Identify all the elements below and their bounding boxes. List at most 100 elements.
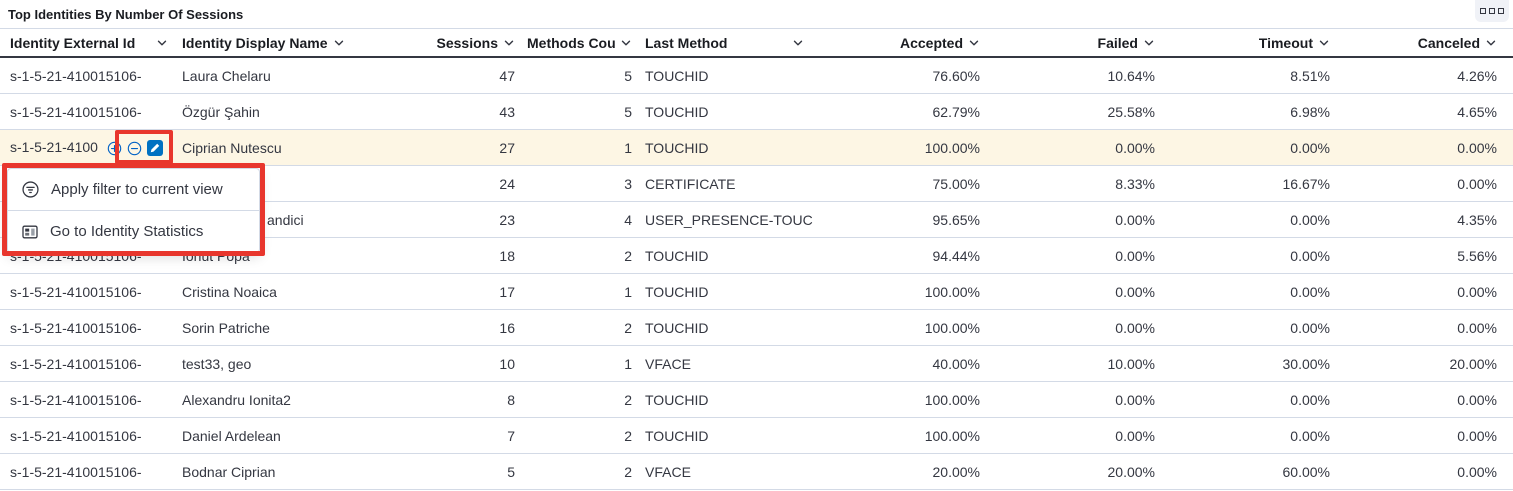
cell-external-id: s-1-5-21-410015106- <box>10 284 182 300</box>
column-header-accepted[interactable]: Accepted <box>818 35 980 51</box>
cell-accepted-text: 100.00% <box>924 427 980 444</box>
cell-display-name: Özgür Şahin <box>182 104 430 120</box>
cell-external-id: s-1-5-21-410015106- <box>10 392 182 408</box>
context-menu: Apply filter to current view Go to Ident… <box>7 168 260 253</box>
cell-failed-text: 0.00% <box>1115 247 1155 264</box>
column-header-failed[interactable]: Failed <box>980 35 1155 51</box>
cell-canceled: 4.65% <box>1330 104 1497 120</box>
cell-external-id-text: s-1-5-21-4100 <box>10 138 98 155</box>
panel-options-icon <box>1498 8 1504 14</box>
cell-last-method-text: TOUCHID <box>645 427 709 444</box>
cell-sessions-text: 17 <box>499 283 515 300</box>
cell-external-id: s-1-5-21-4100 <box>10 138 182 157</box>
cell-accepted: 76.60% <box>818 68 980 84</box>
filter-out-value-icon[interactable] <box>127 141 142 156</box>
cell-last-method-text: TOUCHID <box>645 319 709 336</box>
cell-failed-text: 20.00% <box>1107 463 1155 480</box>
cell-methods-count: 1 <box>515 356 632 372</box>
cell-last-method: TOUCHID <box>632 248 818 264</box>
menu-item-label: Go to Identity Statistics <box>50 223 204 240</box>
column-header-identity-external-id[interactable]: Identity External Id <box>10 35 182 51</box>
cell-last-method: TOUCHID <box>632 428 818 444</box>
cell-external-id-text: s-1-5-21-410015106- <box>10 391 142 408</box>
cell-external-id: s-1-5-21-410015106- <box>10 428 182 444</box>
cell-accepted-text: 40.00% <box>932 355 980 372</box>
cell-timeout-text: 6.98% <box>1290 103 1330 120</box>
table-row: s-1-5-21-4100 Ciprian Nutescu 27 1 TOUCHID 1… <box>0 130 1513 166</box>
table-body: s-1-5-21-410015106- Laura Chelaru 47 5 TOUCH… <box>0 58 1513 490</box>
table-header-row: Identity External Id Identity Display Na… <box>0 28 1513 58</box>
cell-methods-count: 2 <box>515 464 632 480</box>
cell-methods-count: 5 <box>515 104 632 120</box>
cell-canceled-text: 0.00% <box>1457 319 1497 336</box>
cell-sessions: 47 <box>430 68 515 84</box>
cell-sessions: 24 <box>430 176 515 192</box>
cell-methods-count: 2 <box>515 428 632 444</box>
cell-sessions: 5 <box>430 464 515 480</box>
cell-display-name-text: Özgür Şahin <box>182 103 260 120</box>
cell-sessions: 17 <box>430 284 515 300</box>
column-header-methods-count[interactable]: Methods Count <box>515 35 632 51</box>
cell-canceled-text: 4.65% <box>1457 103 1497 120</box>
cell-last-method-text: VFACE <box>645 355 691 372</box>
cell-last-method-text: CERTIFICATE <box>645 175 736 192</box>
cell-canceled: 0.00% <box>1330 428 1497 444</box>
cell-methods-count-text: 5 <box>624 67 632 84</box>
edit-filter-button[interactable] <box>146 140 163 157</box>
cell-external-id-text: s-1-5-21-410015106- <box>10 319 142 336</box>
cell-display-name-text: test33, geo <box>182 355 252 372</box>
menu-item-identity-statistics[interactable]: Go to Identity Statistics <box>8 211 259 252</box>
cell-display-name-text: Cristina Noaica <box>182 283 277 300</box>
filter-for-value-icon[interactable] <box>107 141 122 156</box>
cell-accepted-text: 100.00% <box>924 139 980 156</box>
column-header-label: Timeout <box>1258 34 1313 51</box>
cell-external-id-text: s-1-5-21-410015106- <box>10 463 142 480</box>
table-row: s-1-5-21-410015106- Bodnar Ciprian 5 2 VFACE… <box>0 454 1513 490</box>
cell-failed: 8.33% <box>980 176 1155 192</box>
stats-icon <box>22 224 38 240</box>
cell-canceled: 4.35% <box>1330 212 1497 228</box>
cell-failed-text: 0.00% <box>1115 211 1155 228</box>
cell-last-method: TOUCHID <box>632 140 818 156</box>
cell-timeout: 0.00% <box>1155 320 1330 336</box>
cell-display-name: Laura Chelaru <box>182 68 430 84</box>
table-row: s-1-5-21-410015106- Laura Chelaru 47 5 TOUCH… <box>0 58 1513 94</box>
cell-accepted-text: 20.00% <box>932 463 980 480</box>
cell-accepted: 100.00% <box>818 320 980 336</box>
cell-canceled-text: 20.00% <box>1449 355 1497 372</box>
table-row: s-1-5-21-410015106- Cristina Noaica 17 1 TOU… <box>0 274 1513 310</box>
cell-canceled-text: 0.00% <box>1457 139 1497 156</box>
cell-display-name-text: andici <box>267 211 304 228</box>
cell-canceled-text: 0.00% <box>1457 175 1497 192</box>
cell-last-method: VFACE <box>632 464 818 480</box>
panel-options-button[interactable] <box>1475 0 1509 22</box>
cell-last-method-text: TOUCHID <box>645 103 709 120</box>
cell-failed: 10.64% <box>980 68 1155 84</box>
cell-last-method: CERTIFICATE <box>632 176 818 192</box>
chevron-down-icon <box>792 37 804 49</box>
cell-display-name: Bodnar Ciprian <box>182 464 430 480</box>
cell-canceled-text: 4.26% <box>1457 67 1497 84</box>
cell-timeout: 0.00% <box>1155 212 1330 228</box>
cell-canceled: 0.00% <box>1330 392 1497 408</box>
cell-accepted: 62.79% <box>818 104 980 120</box>
cell-filter-actions <box>107 140 163 157</box>
column-header-identity-display-name[interactable]: Identity Display Name <box>182 35 430 51</box>
cell-failed-text: 10.64% <box>1107 67 1155 84</box>
column-header-sessions[interactable]: Sessions <box>430 35 515 51</box>
column-header-timeout[interactable]: Timeout <box>1155 35 1330 51</box>
cell-accepted: 40.00% <box>818 356 980 372</box>
cell-display-name: Alexandru Ionita2 <box>182 392 430 408</box>
menu-item-apply-filter[interactable]: Apply filter to current view <box>8 169 259 210</box>
cell-methods-count-text: 2 <box>624 391 632 408</box>
cell-external-id: s-1-5-21-410015106- <box>10 356 182 372</box>
cell-last-method: TOUCHID <box>632 68 818 84</box>
column-header-last-method[interactable]: Last Method <box>632 35 818 51</box>
cell-failed-text: 25.58% <box>1107 103 1155 120</box>
cell-sessions-text: 23 <box>499 211 515 228</box>
cell-last-method: TOUCHID <box>632 104 818 120</box>
cell-accepted: 75.00% <box>818 176 980 192</box>
column-header-canceled[interactable]: Canceled <box>1330 35 1497 51</box>
cell-canceled-text: 0.00% <box>1457 283 1497 300</box>
cell-methods-count: 5 <box>515 68 632 84</box>
